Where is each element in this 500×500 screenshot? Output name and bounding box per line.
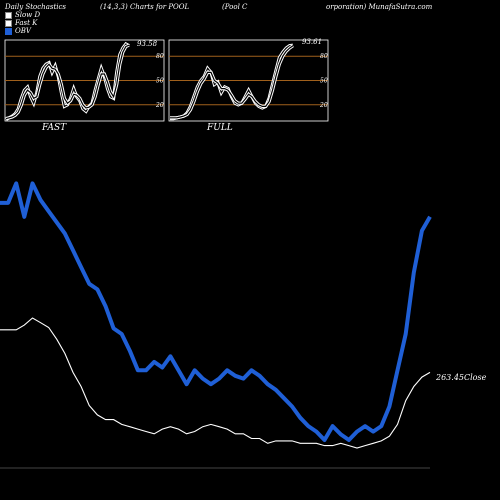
legend-swatch-slow-d <box>5 12 12 19</box>
legend-label-obv: OBV <box>15 27 31 35</box>
full-tick-50: 50 <box>320 78 328 85</box>
legend-swatch-obv <box>5 28 12 35</box>
legend-label-slow-d: Slow D <box>15 11 41 19</box>
chart-title-left: Daily Stochastics <box>5 3 67 11</box>
fast-last-value: 93.58 <box>137 40 158 48</box>
legend-item-slow-d: Slow D <box>5 11 40 20</box>
fast-series-slow-d <box>5 44 130 120</box>
chart-title-middle: (14,3,3) Charts for POOL <box>100 3 190 11</box>
obv-close-panel <box>0 181 432 469</box>
full-tick-80: 80 <box>320 53 328 60</box>
fast-series-fast-k <box>5 43 130 120</box>
series-close <box>0 317 431 449</box>
full-last-value: 93.61 <box>302 38 322 46</box>
series-obv <box>0 181 432 442</box>
fast-tick-80: 80 <box>156 53 164 60</box>
full-tick-20: 20 <box>319 102 328 109</box>
full-caption: FULL <box>206 123 233 133</box>
fast-caption: FAST <box>41 123 67 133</box>
stochastic-full-panel: 20 50 80 <box>168 39 329 122</box>
legend-item-obv: OBV <box>5 27 31 36</box>
chart-title-right-b: orporation) MunafaSutra.com <box>326 3 433 11</box>
legend-item-fast-k: Fast K <box>5 19 37 28</box>
chart-title-right-a: (Pool C <box>222 3 248 11</box>
close-last-label: 263.45Close <box>435 373 487 382</box>
fast-series-outline-0 <box>5 41 130 121</box>
fast-tick-50: 50 <box>156 78 164 85</box>
legend-label-fast-k: Fast K <box>15 19 38 27</box>
full-series-slow-d <box>170 45 294 119</box>
stochastic-fast-panel: 20 50 80 <box>4 39 165 122</box>
fast-tick-20: 20 <box>155 102 164 109</box>
legend-swatch-fast-k <box>5 20 12 27</box>
